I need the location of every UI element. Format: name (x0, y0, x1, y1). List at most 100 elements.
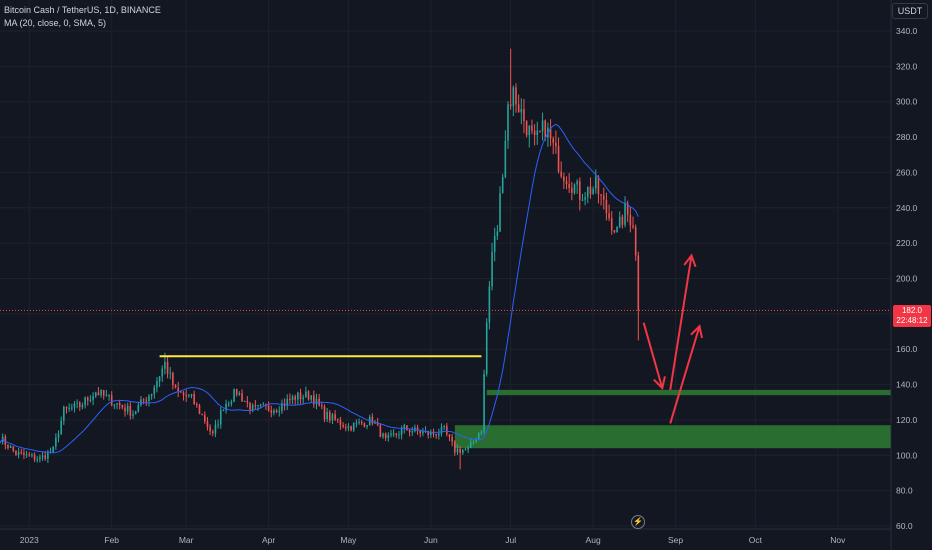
candle-body (600, 194, 602, 196)
candle-body (451, 437, 453, 442)
candle-body (267, 405, 270, 411)
candle-body (403, 425, 406, 429)
forecast-arrow-head (683, 253, 697, 268)
candle-body (427, 430, 430, 436)
price-scale[interactable]: 340.0 320.0 300.0 280.0 260.0 240.0 220.0 200.0… (896, 26, 918, 531)
candle-body (549, 127, 552, 139)
candle-body (485, 322, 488, 374)
candle-body (610, 218, 613, 231)
candle-body (286, 398, 289, 406)
candle-body (504, 140, 507, 178)
price-tick-label: 340.0 (896, 26, 918, 36)
candle-body (294, 396, 297, 400)
candle-body (0, 441, 1, 443)
candle-body (594, 176, 597, 189)
candle-body (116, 403, 118, 405)
candle-body (597, 176, 600, 195)
candle-body (475, 439, 477, 442)
candle-body (483, 373, 485, 432)
candle-body (7, 444, 9, 448)
drawing-layer-arrows (159, 253, 703, 424)
price-tick-label: 280.0 (896, 132, 918, 142)
candle-body (9, 446, 12, 448)
candle-body (89, 400, 92, 402)
candle-body (31, 454, 33, 456)
time-scale[interactable]: 2023 Feb Mar Apr May Jun Jul Aug Sep Oct Nov (20, 535, 846, 545)
candle-body (493, 235, 496, 252)
candle-body (262, 404, 265, 406)
price-tick-label: 100.0 (896, 450, 918, 460)
candle-body (464, 449, 467, 451)
time-tick-label: Oct (749, 535, 763, 545)
price-tick-label: 200.0 (896, 274, 918, 284)
time-tick-label: Mar (179, 535, 194, 545)
candle-body (467, 447, 469, 450)
candle-body (584, 197, 586, 200)
candle-body (100, 390, 102, 396)
candle-body (336, 419, 339, 421)
candle-body (129, 405, 132, 416)
candle-body (560, 171, 562, 177)
candle-body (190, 394, 193, 396)
candle-body (52, 446, 54, 453)
candle-body (419, 430, 422, 434)
candle-body (586, 186, 589, 198)
candle-body (621, 216, 624, 225)
candle-body (291, 396, 294, 401)
candle-body (84, 397, 86, 406)
candle-body (17, 452, 20, 455)
candle-body (289, 398, 291, 401)
candle-body (581, 199, 584, 201)
candle-body (148, 395, 150, 402)
candle-body (25, 454, 28, 456)
candle-body (241, 393, 243, 402)
price-tick-label: 140.0 (896, 380, 918, 390)
candle-body (392, 433, 395, 435)
price-tick-label: 160.0 (896, 344, 918, 354)
indicator-legend[interactable]: MA (20, close, 0, SMA, 5) (4, 18, 107, 28)
time-tick-label: 2023 (20, 535, 39, 545)
forecast-arrow (669, 325, 701, 424)
price-tick-label: 320.0 (896, 61, 918, 71)
candle-body (134, 411, 137, 415)
candle-body (347, 426, 350, 429)
currency-button[interactable]: USDT (892, 3, 928, 19)
candle-body (448, 434, 451, 438)
candle-body (321, 405, 323, 407)
candle-body (552, 138, 555, 143)
candle-body (379, 424, 382, 437)
candle-body (589, 186, 592, 195)
candle-body (563, 176, 565, 182)
candle-body (363, 423, 366, 427)
candle-body (60, 420, 62, 434)
candle-body (20, 452, 23, 454)
candle-body (531, 125, 533, 131)
candle-body (366, 425, 368, 427)
candle-body (454, 441, 456, 453)
forecast-arrow (642, 322, 664, 389)
candle-body (108, 395, 110, 397)
candle-body (480, 431, 483, 434)
candle-body (626, 203, 629, 215)
candle-body (315, 398, 318, 405)
last-price-value: 182.0 (901, 306, 923, 315)
candle-body (533, 130, 536, 136)
candle-body (219, 410, 222, 425)
tradingview-logo-icon[interactable]: ⚡ (631, 515, 645, 529)
candle-body (78, 402, 81, 408)
candle-body (305, 391, 307, 398)
candle-body (520, 109, 523, 113)
candle-body (81, 405, 84, 408)
forecast-arrow-head (690, 324, 703, 339)
candle-body (339, 419, 342, 426)
candle-body (557, 146, 560, 172)
candle-body (515, 87, 517, 105)
drawing-layer-zones (454, 389, 891, 449)
candle-body (57, 433, 60, 438)
candle-body (371, 416, 374, 424)
candle-body (443, 426, 445, 428)
candle-body (185, 395, 187, 397)
candle-body (121, 405, 124, 408)
candle-body (408, 430, 411, 433)
